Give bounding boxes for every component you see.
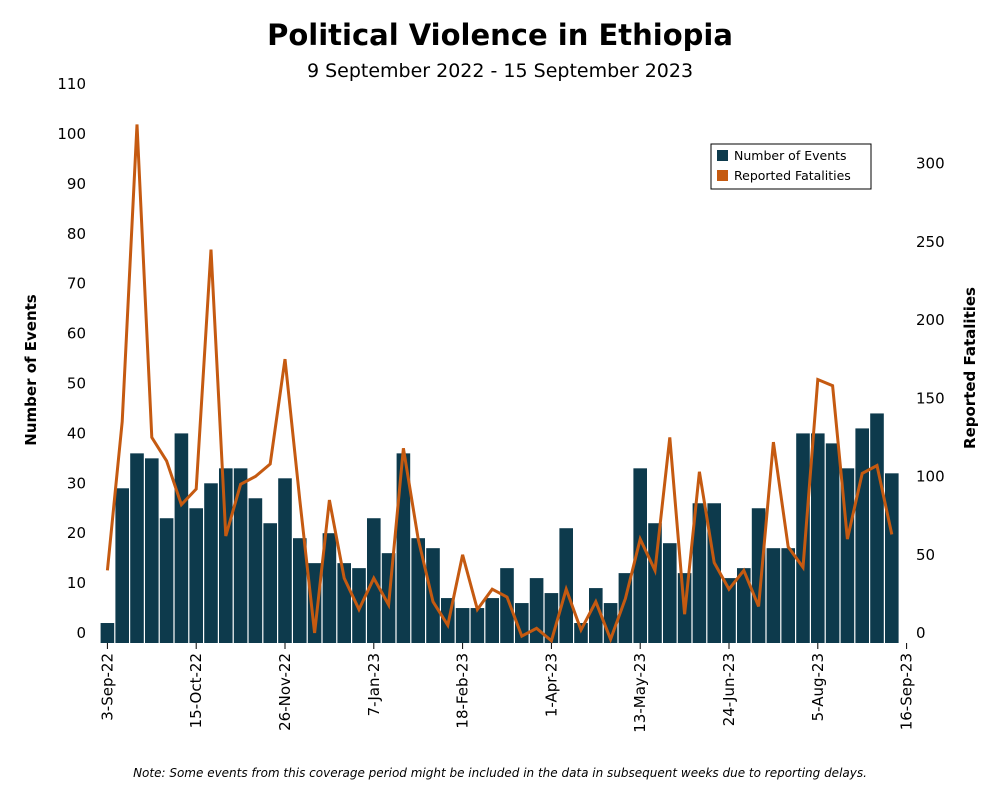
left-tick-label: 50 bbox=[67, 375, 86, 393]
legend-box bbox=[710, 143, 872, 190]
chart-subtitle: 9 September 2022 - 15 September 2023 bbox=[306, 60, 694, 82]
bar-events bbox=[737, 568, 751, 643]
left-tick-label: 10 bbox=[67, 574, 86, 592]
bar-events bbox=[130, 453, 144, 643]
left-tick-label: 110 bbox=[57, 75, 86, 93]
bar-events bbox=[396, 453, 411, 643]
bar-events bbox=[485, 598, 499, 643]
fatalities-line bbox=[105, 124, 894, 644]
left-tick-label: 30 bbox=[67, 474, 86, 492]
right-tick-label: 250 bbox=[916, 233, 945, 251]
bar-events bbox=[159, 518, 174, 643]
left-tick-label: 70 bbox=[67, 275, 86, 293]
bar-events bbox=[248, 498, 263, 643]
legend-swatch-events bbox=[717, 150, 728, 161]
bar-events bbox=[278, 478, 292, 643]
bar-events bbox=[722, 578, 736, 643]
bar-events bbox=[796, 433, 810, 643]
right-tick-label: 100 bbox=[916, 468, 945, 486]
bar-series-events bbox=[100, 413, 899, 643]
x-tick-label: 5-Aug-23 bbox=[809, 653, 827, 721]
bar-events bbox=[470, 608, 485, 643]
bar-events bbox=[885, 473, 899, 643]
x-tick-label: 18-Feb-23 bbox=[454, 653, 472, 729]
line-series-fatalities bbox=[105, 124, 894, 644]
x-tick-label: 13-May-23 bbox=[631, 653, 649, 733]
bar-events bbox=[352, 568, 366, 643]
bar-events bbox=[766, 548, 781, 643]
x-tick-label: 7-Jan-23 bbox=[365, 653, 383, 716]
bar-events bbox=[174, 433, 189, 643]
right-axis-title: Reported Fatalities bbox=[961, 287, 979, 449]
bar-events bbox=[293, 538, 307, 643]
legend-label-events: Number of Events bbox=[734, 148, 847, 163]
footnote: Note: Some events from this coverage per… bbox=[133, 766, 867, 780]
bar-events bbox=[633, 468, 647, 643]
x-tick-label: 1-Apr-23 bbox=[542, 653, 560, 717]
right-tick-label: 0 bbox=[916, 624, 926, 642]
bar-events bbox=[589, 588, 603, 643]
left-tick-label: 40 bbox=[67, 424, 86, 442]
bar-events bbox=[204, 483, 218, 643]
bar-events bbox=[307, 563, 322, 643]
legend-swatch-fatalities bbox=[717, 170, 728, 181]
left-tick-label: 0 bbox=[76, 624, 86, 642]
bar-events bbox=[233, 468, 248, 643]
x-axis: 3-Sep-22 15-Oct-22 26-Nov-22 7-Jan-23 18-Feb… bbox=[98, 643, 916, 733]
bar-events bbox=[322, 533, 337, 643]
left-tick-label: 60 bbox=[67, 325, 86, 343]
right-tick-label: 50 bbox=[916, 546, 935, 564]
right-tick-label: 150 bbox=[916, 389, 945, 407]
left-axis: 0 10 20 30 40 50 60 70 80 90 100 110 bbox=[57, 75, 86, 642]
bar-events bbox=[100, 623, 115, 643]
right-axis: 0 50 100 150 200 250 300 bbox=[916, 155, 945, 643]
bar-events bbox=[751, 508, 766, 643]
left-axis-title: Number of Events bbox=[22, 294, 40, 445]
left-tick-label: 100 bbox=[57, 125, 86, 143]
bar-events bbox=[663, 543, 677, 643]
x-tick-label: 3-Sep-22 bbox=[98, 653, 116, 721]
bar-events bbox=[825, 443, 840, 643]
x-tick-label: 26-Nov-22 bbox=[276, 653, 294, 731]
legend: Number of Events Reported Fatalities bbox=[710, 143, 872, 190]
bar-events bbox=[500, 568, 514, 643]
left-tick-label: 20 bbox=[67, 524, 86, 542]
legend-label-fatalities: Reported Fatalities bbox=[734, 168, 851, 183]
bar-events bbox=[455, 608, 470, 643]
left-tick-label: 80 bbox=[67, 225, 86, 243]
left-tick-label: 90 bbox=[67, 175, 86, 193]
bar-events bbox=[219, 468, 233, 643]
x-tick-label: 15-Oct-22 bbox=[187, 653, 205, 728]
bar-events bbox=[781, 548, 795, 643]
bar-events bbox=[855, 428, 869, 643]
bar-events bbox=[145, 458, 159, 643]
bar-events bbox=[811, 433, 825, 643]
right-tick-label: 300 bbox=[916, 155, 945, 173]
bar-events bbox=[189, 508, 203, 643]
x-tick-label: 16-Sep-23 bbox=[898, 653, 916, 730]
bar-events bbox=[529, 578, 544, 643]
bar-events bbox=[263, 523, 277, 643]
bar-events bbox=[411, 538, 425, 643]
x-tick-label: 24-Jun-23 bbox=[720, 653, 738, 726]
bar-events bbox=[870, 413, 884, 643]
right-tick-label: 200 bbox=[916, 311, 945, 329]
chart-title: Political Violence in Ethiopia bbox=[267, 18, 733, 52]
bar-events bbox=[692, 503, 707, 643]
bar-events bbox=[115, 488, 129, 643]
